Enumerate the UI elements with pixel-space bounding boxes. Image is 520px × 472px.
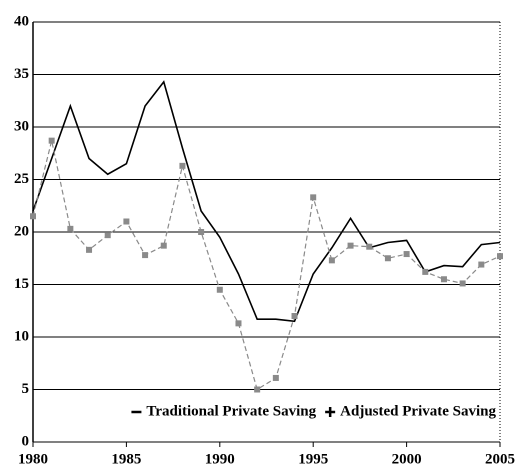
point-marker (459, 280, 466, 287)
point-marker (478, 261, 485, 268)
x-tick-label: 1985 (111, 451, 141, 467)
legend-label: Adjusted Private Saving (340, 403, 496, 419)
point-marker (422, 268, 429, 275)
series-line (32, 140, 501, 391)
x-tick-label: 2000 (392, 451, 422, 467)
point-marker (366, 243, 373, 250)
y-tick-label: 25 (14, 171, 29, 187)
y-tick-label: 35 (14, 66, 29, 82)
point-marker (216, 286, 223, 293)
y-tick-label: 0 (22, 433, 30, 449)
point-marker (86, 246, 93, 253)
point-marker (310, 194, 317, 201)
point-marker (67, 225, 74, 232)
y-tick-label: 5 (22, 381, 30, 397)
x-tick-label: 1990 (205, 451, 235, 467)
point-marker (347, 242, 354, 249)
point-marker (48, 137, 55, 144)
point-marker (497, 253, 503, 260)
point-marker (104, 232, 111, 239)
point-marker (179, 162, 186, 169)
series-line (32, 80, 501, 323)
point-marker (328, 257, 335, 264)
x-tick-label: 1995 (298, 451, 328, 467)
y-tick-label: 15 (14, 276, 29, 292)
point-marker (440, 276, 447, 283)
y-tick-label: 40 (14, 13, 29, 29)
y-tick-label: 10 (14, 328, 29, 344)
y-tick-label: 30 (14, 118, 29, 134)
point-marker (403, 251, 410, 258)
point-marker (30, 213, 36, 220)
point-marker (291, 313, 298, 319)
legend-label: Traditional Private Saving (146, 403, 316, 419)
x-tick-label: 2005 (485, 451, 515, 467)
point-marker (272, 374, 279, 381)
point-marker (198, 229, 205, 235)
point-marker (235, 320, 242, 327)
point-marker (160, 242, 167, 249)
point-marker (254, 386, 261, 393)
point-marker (123, 218, 130, 225)
y-tick-label: 20 (14, 223, 29, 239)
x-tick-label: 1980 (18, 451, 48, 467)
point-marker (142, 252, 149, 259)
point-marker (384, 255, 391, 262)
